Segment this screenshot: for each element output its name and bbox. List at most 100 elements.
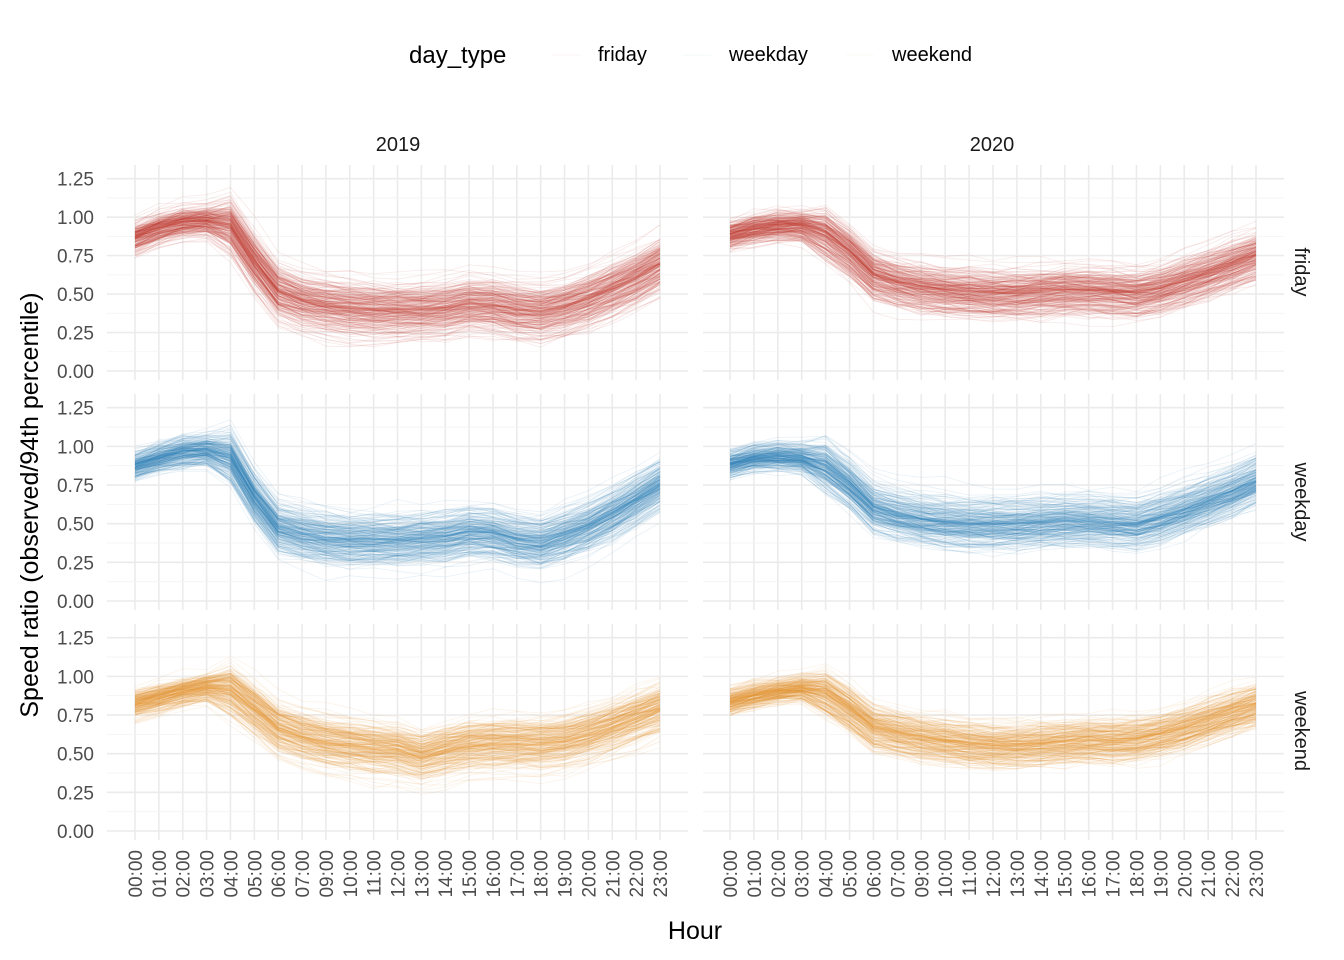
series-line [729, 689, 1257, 753]
series-line [729, 220, 1257, 293]
series-line [729, 229, 1257, 305]
series-line [134, 445, 661, 531]
series-line [134, 454, 661, 557]
series-line [134, 463, 661, 567]
series-line [134, 463, 661, 570]
series-line [729, 220, 1257, 287]
series-line [729, 449, 1257, 514]
series-line [134, 216, 661, 310]
series-line [134, 682, 661, 761]
y-tick-label: 1.00 [57, 437, 94, 458]
series-line [729, 239, 1257, 323]
series-line [729, 456, 1257, 526]
series-line [134, 227, 661, 315]
series-line [134, 672, 661, 748]
series-line [134, 440, 661, 533]
series-line [729, 231, 1257, 315]
series-line [729, 457, 1257, 536]
series-line [729, 227, 1257, 309]
series-line [729, 461, 1257, 539]
series-line [134, 224, 661, 323]
series-line [729, 454, 1257, 532]
series-line [729, 220, 1257, 292]
series-line [729, 456, 1257, 528]
x-tick-label: 05:00 [245, 850, 266, 898]
series-line [729, 217, 1257, 275]
series-line [134, 445, 661, 538]
series-line [729, 460, 1257, 535]
series-line [134, 213, 661, 306]
series-line [134, 453, 661, 552]
series-line [134, 442, 661, 538]
series-line [134, 673, 661, 748]
series-median-line [134, 686, 661, 758]
series-line [134, 223, 661, 334]
series-line [729, 444, 1257, 508]
series-line [134, 452, 661, 542]
series-line [134, 682, 661, 756]
series-line [134, 218, 661, 308]
series-line [729, 451, 1257, 518]
x-tick-label: 10:00 [936, 850, 957, 898]
series-line [729, 232, 1257, 308]
series-line [134, 691, 661, 763]
column-strip-2020: 2020 [970, 134, 1015, 156]
series-line [729, 212, 1257, 283]
series-line [134, 429, 661, 525]
series-line [134, 445, 661, 536]
series-line [134, 216, 661, 315]
series-line [729, 694, 1257, 762]
series-line [134, 223, 661, 312]
series-line [134, 434, 661, 529]
series-line [134, 455, 661, 546]
series-line [134, 216, 661, 303]
series-line [134, 675, 661, 743]
series-line [729, 221, 1257, 301]
series-line [729, 457, 1257, 525]
series-line [134, 460, 661, 564]
series-line [134, 220, 661, 313]
series-line [729, 683, 1257, 750]
series-line [729, 447, 1257, 520]
series-line [134, 461, 661, 561]
series-line [134, 436, 661, 527]
series-line [729, 692, 1257, 752]
series-line [134, 699, 661, 774]
series-line [134, 681, 661, 749]
series-line [134, 214, 661, 321]
x-tick-label: 03:00 [793, 850, 814, 898]
series-line [729, 450, 1257, 526]
series-line [134, 682, 661, 761]
series-line [134, 445, 661, 548]
series-line [729, 471, 1257, 553]
series-line [134, 443, 661, 530]
series-line [134, 674, 661, 741]
x-tick-label: 18:00 [1128, 850, 1149, 898]
series-line [729, 230, 1257, 301]
series-line [134, 441, 661, 532]
series-line [134, 223, 661, 317]
series-line [729, 226, 1257, 293]
series-line [134, 439, 661, 540]
series-line [134, 456, 661, 553]
series-line [134, 440, 661, 541]
series-line [134, 699, 661, 776]
y-tick-label: 1.00 [57, 667, 94, 688]
series-line [729, 686, 1257, 750]
series-line [134, 677, 661, 748]
series-line [729, 225, 1257, 297]
series-line [729, 221, 1257, 287]
series-line [729, 448, 1257, 513]
series-line [134, 224, 661, 328]
series-line [729, 675, 1257, 737]
series-line [134, 680, 661, 746]
series-line [134, 462, 661, 560]
series-line [134, 440, 661, 538]
series-line [729, 450, 1257, 517]
series-line [729, 443, 1257, 517]
series-line [134, 692, 661, 759]
series-line [729, 217, 1257, 292]
series-line [729, 222, 1257, 291]
series-line [134, 446, 661, 537]
series-line [729, 684, 1257, 745]
